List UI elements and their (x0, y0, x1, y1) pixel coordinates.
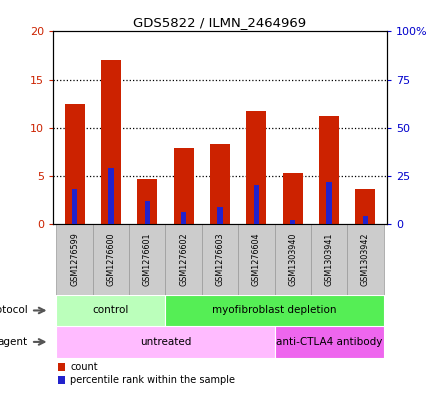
Text: protocol: protocol (0, 305, 28, 316)
Bar (137, 179, 158, 224)
Bar (65, 104, 84, 224)
Text: agent: agent (0, 337, 28, 347)
Bar (181, 213, 187, 224)
Bar (56, 295, 165, 326)
Bar (174, 148, 194, 224)
Bar (217, 207, 223, 224)
Legend: count, percentile rank within the sample: count, percentile rank within the sample (58, 362, 235, 386)
Text: myofibroblast depletion: myofibroblast depletion (212, 305, 337, 316)
Bar (363, 216, 368, 224)
Bar (246, 111, 266, 224)
Bar (129, 224, 165, 295)
Text: untreated: untreated (140, 337, 191, 347)
Bar (238, 224, 275, 295)
Bar (326, 182, 332, 224)
Bar (347, 224, 384, 295)
Bar (144, 201, 150, 224)
Text: control: control (93, 305, 129, 316)
Bar (283, 173, 303, 224)
Bar (165, 295, 384, 326)
Bar (72, 189, 77, 224)
Text: GSM1276599: GSM1276599 (70, 232, 79, 286)
Text: GSM1303941: GSM1303941 (325, 233, 334, 286)
Bar (108, 168, 114, 224)
Text: GSM1276604: GSM1276604 (252, 233, 261, 286)
Bar (210, 144, 230, 224)
Text: GSM1276602: GSM1276602 (179, 233, 188, 286)
Bar (165, 224, 202, 295)
Title: GDS5822 / ILMN_2464969: GDS5822 / ILMN_2464969 (133, 16, 307, 29)
Text: anti-CTLA4 antibody: anti-CTLA4 antibody (276, 337, 382, 347)
Text: GSM1303940: GSM1303940 (288, 233, 297, 286)
Bar (93, 224, 129, 295)
Bar (202, 224, 238, 295)
Text: GSM1276601: GSM1276601 (143, 233, 152, 286)
Bar (319, 116, 339, 224)
Bar (290, 220, 296, 224)
Text: GSM1303942: GSM1303942 (361, 233, 370, 286)
Bar (311, 224, 347, 295)
Bar (253, 185, 259, 224)
Bar (275, 326, 384, 358)
Bar (356, 189, 375, 224)
Bar (56, 326, 275, 358)
Text: GSM1276603: GSM1276603 (216, 233, 224, 286)
Text: GSM1276600: GSM1276600 (106, 233, 115, 286)
Bar (56, 224, 93, 295)
Bar (101, 60, 121, 224)
Bar (275, 224, 311, 295)
